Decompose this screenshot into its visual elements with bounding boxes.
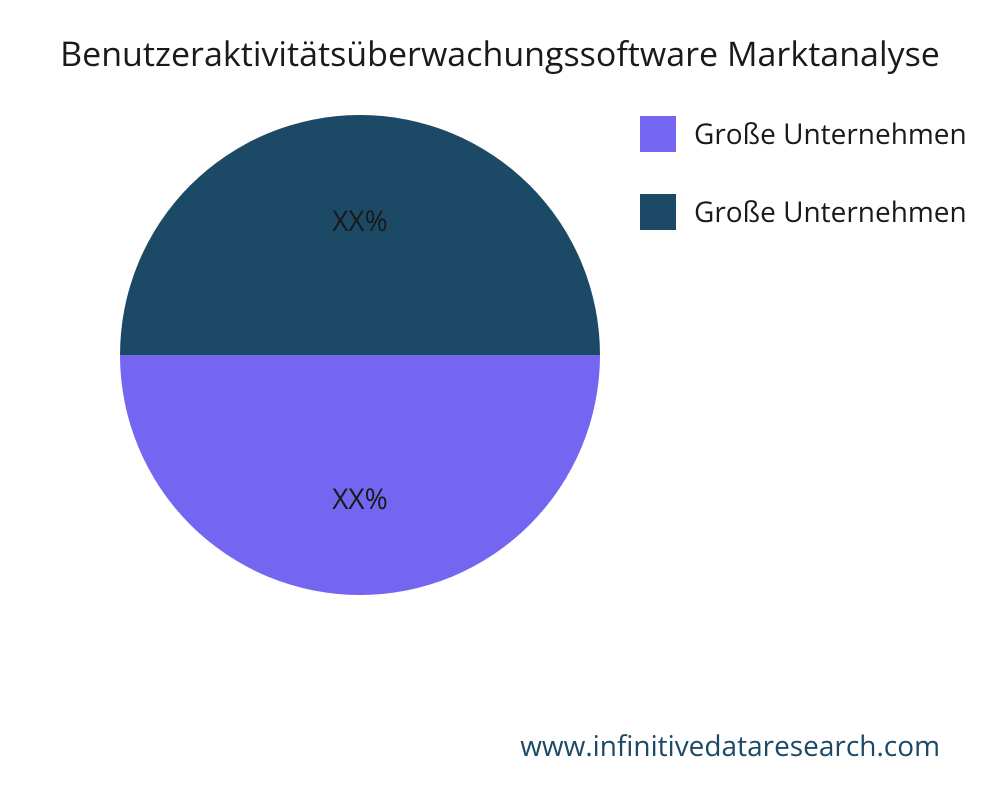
slice-label-0: XX% [332,202,388,240]
chart-title: Benutzeraktivitätsüberwachungssoftware M… [0,30,1000,76]
legend-item-0: Große Unternehmen [640,115,967,153]
pie-chart: XX% XX% [120,115,600,595]
slice-label-1: XX% [332,480,388,518]
chart-legend: Große Unternehmen Große Unternehmen [640,115,967,271]
legend-label-1: Große Unternehmen [694,193,967,231]
legend-item-1: Große Unternehmen [640,193,967,231]
pie-body [120,115,600,595]
legend-swatch-0 [640,116,676,152]
legend-label-0: Große Unternehmen [694,115,967,153]
legend-swatch-1 [640,194,676,230]
footer-link[interactable]: www.infinitivedataresearch.com [520,727,940,765]
